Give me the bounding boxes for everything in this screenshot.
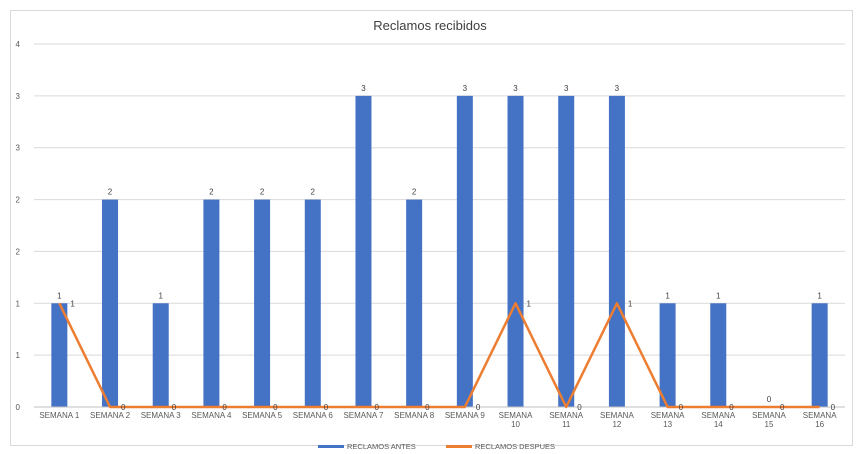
bar-data-label: 1 [158, 291, 163, 300]
bar-data-label: 3 [615, 84, 620, 93]
bar [102, 199, 119, 407]
bar [355, 95, 372, 407]
line-data-label: 0 [172, 403, 177, 412]
y-tick-label: 4 [16, 40, 21, 49]
line-data-label: 1 [70, 299, 75, 308]
x-tick-label: SEMANA 10 [499, 411, 533, 429]
line-data-label: 0 [476, 403, 481, 412]
bar [51, 303, 68, 407]
y-tick-label: 1 [16, 299, 21, 308]
bar [406, 199, 423, 407]
legend-swatch-reclamos-despues [446, 445, 472, 448]
bar [507, 95, 524, 407]
line-data-label: 0 [273, 403, 278, 412]
line-data-label: 0 [374, 403, 379, 412]
x-tick-label: SEMANA 1 [39, 411, 80, 420]
line-data-label: 0 [324, 403, 329, 412]
y-tick-label: 2 [16, 247, 21, 256]
bar-data-label: 3 [564, 84, 569, 93]
x-tick-label: SEMANA 15 [752, 411, 786, 429]
line-data-label: 0 [780, 403, 785, 412]
y-tick-label: 0 [16, 403, 21, 412]
bar-data-label: 2 [311, 188, 316, 197]
legend-label-reclamos-antes: RECLAMOS ANTES [347, 442, 416, 451]
y-tick-label: 1 [16, 351, 21, 360]
bar-data-label: 2 [260, 188, 265, 197]
line-data-label: 0 [679, 403, 684, 412]
y-tick-label: 3 [16, 92, 21, 101]
bar [152, 303, 169, 407]
legend-swatch-reclamos-antes [318, 445, 344, 448]
line-data-label: 0 [729, 403, 734, 412]
x-tick-label: SEMANA 8 [394, 411, 435, 420]
bar [456, 95, 473, 407]
series-line [58, 302, 820, 409]
x-tick-label: SEMANA 3 [141, 411, 182, 420]
x-tick-label: SEMANA 2 [90, 411, 131, 420]
bar-series [51, 95, 828, 407]
gridlines [34, 43, 845, 356]
bar-data-label: 2 [412, 188, 417, 197]
line-data-label: 0 [222, 403, 227, 412]
bar-data-label: 2 [108, 188, 113, 197]
x-tick-label: SEMANA 12 [600, 411, 634, 429]
line-data-label: 0 [121, 403, 126, 412]
line-data-label: 1 [628, 299, 633, 308]
x-tick-label: SEMANA 6 [293, 411, 334, 420]
line-data-label: 0 [831, 403, 836, 412]
bar [608, 95, 625, 407]
bar-data-label: 2 [209, 188, 214, 197]
x-tick-label: SEMANA 13 [651, 411, 685, 429]
x-tick-label: SEMANA 5 [242, 411, 283, 420]
bar [558, 95, 575, 407]
bar-data-label: 0 [767, 395, 772, 404]
legend: RECLAMOS ANTES RECLAMOS DESPUES [318, 442, 555, 451]
bar-data-label: 1 [57, 291, 62, 300]
bar [811, 303, 828, 407]
bar-data-label: 3 [361, 84, 366, 93]
x-tick-label: SEMANA 16 [803, 411, 837, 429]
x-tick-label: SEMANA 14 [701, 411, 735, 429]
bar [659, 303, 676, 407]
bar-data-label: 1 [716, 291, 721, 300]
line-series [58, 302, 820, 409]
bar-data-label: 1 [665, 291, 670, 300]
x-tick-label: SEMANA 7 [343, 411, 384, 420]
chart-title: Reclamos recibidos [373, 18, 487, 33]
legend-label-reclamos-despues: RECLAMOS DESPUES [475, 442, 555, 451]
bar [203, 199, 220, 407]
line-data-label: 0 [425, 403, 430, 412]
bar [304, 199, 321, 407]
x-axis-ticks: SEMANA 1 SEMANA 2 SEMANA 3 SEMANA 4 SEMANA 5… [39, 411, 837, 429]
y-tick-label: 3 [16, 144, 21, 153]
x-tick-label: SEMANA 11 [549, 411, 583, 429]
bar [710, 303, 727, 407]
bar [254, 199, 271, 407]
y-axis-ticks: 0 1 1 2 2 3 3 4 [16, 40, 21, 412]
y-tick-label: 2 [16, 196, 21, 205]
bar-data-label: 3 [513, 84, 518, 93]
line-data-label: 0 [577, 403, 582, 412]
x-tick-label: SEMANA 4 [191, 411, 232, 420]
line-data-label: 1 [527, 299, 532, 308]
bar-data-label: 3 [463, 84, 468, 93]
bar-data-label: 1 [817, 291, 822, 300]
x-tick-label: SEMANA 9 [445, 411, 486, 420]
